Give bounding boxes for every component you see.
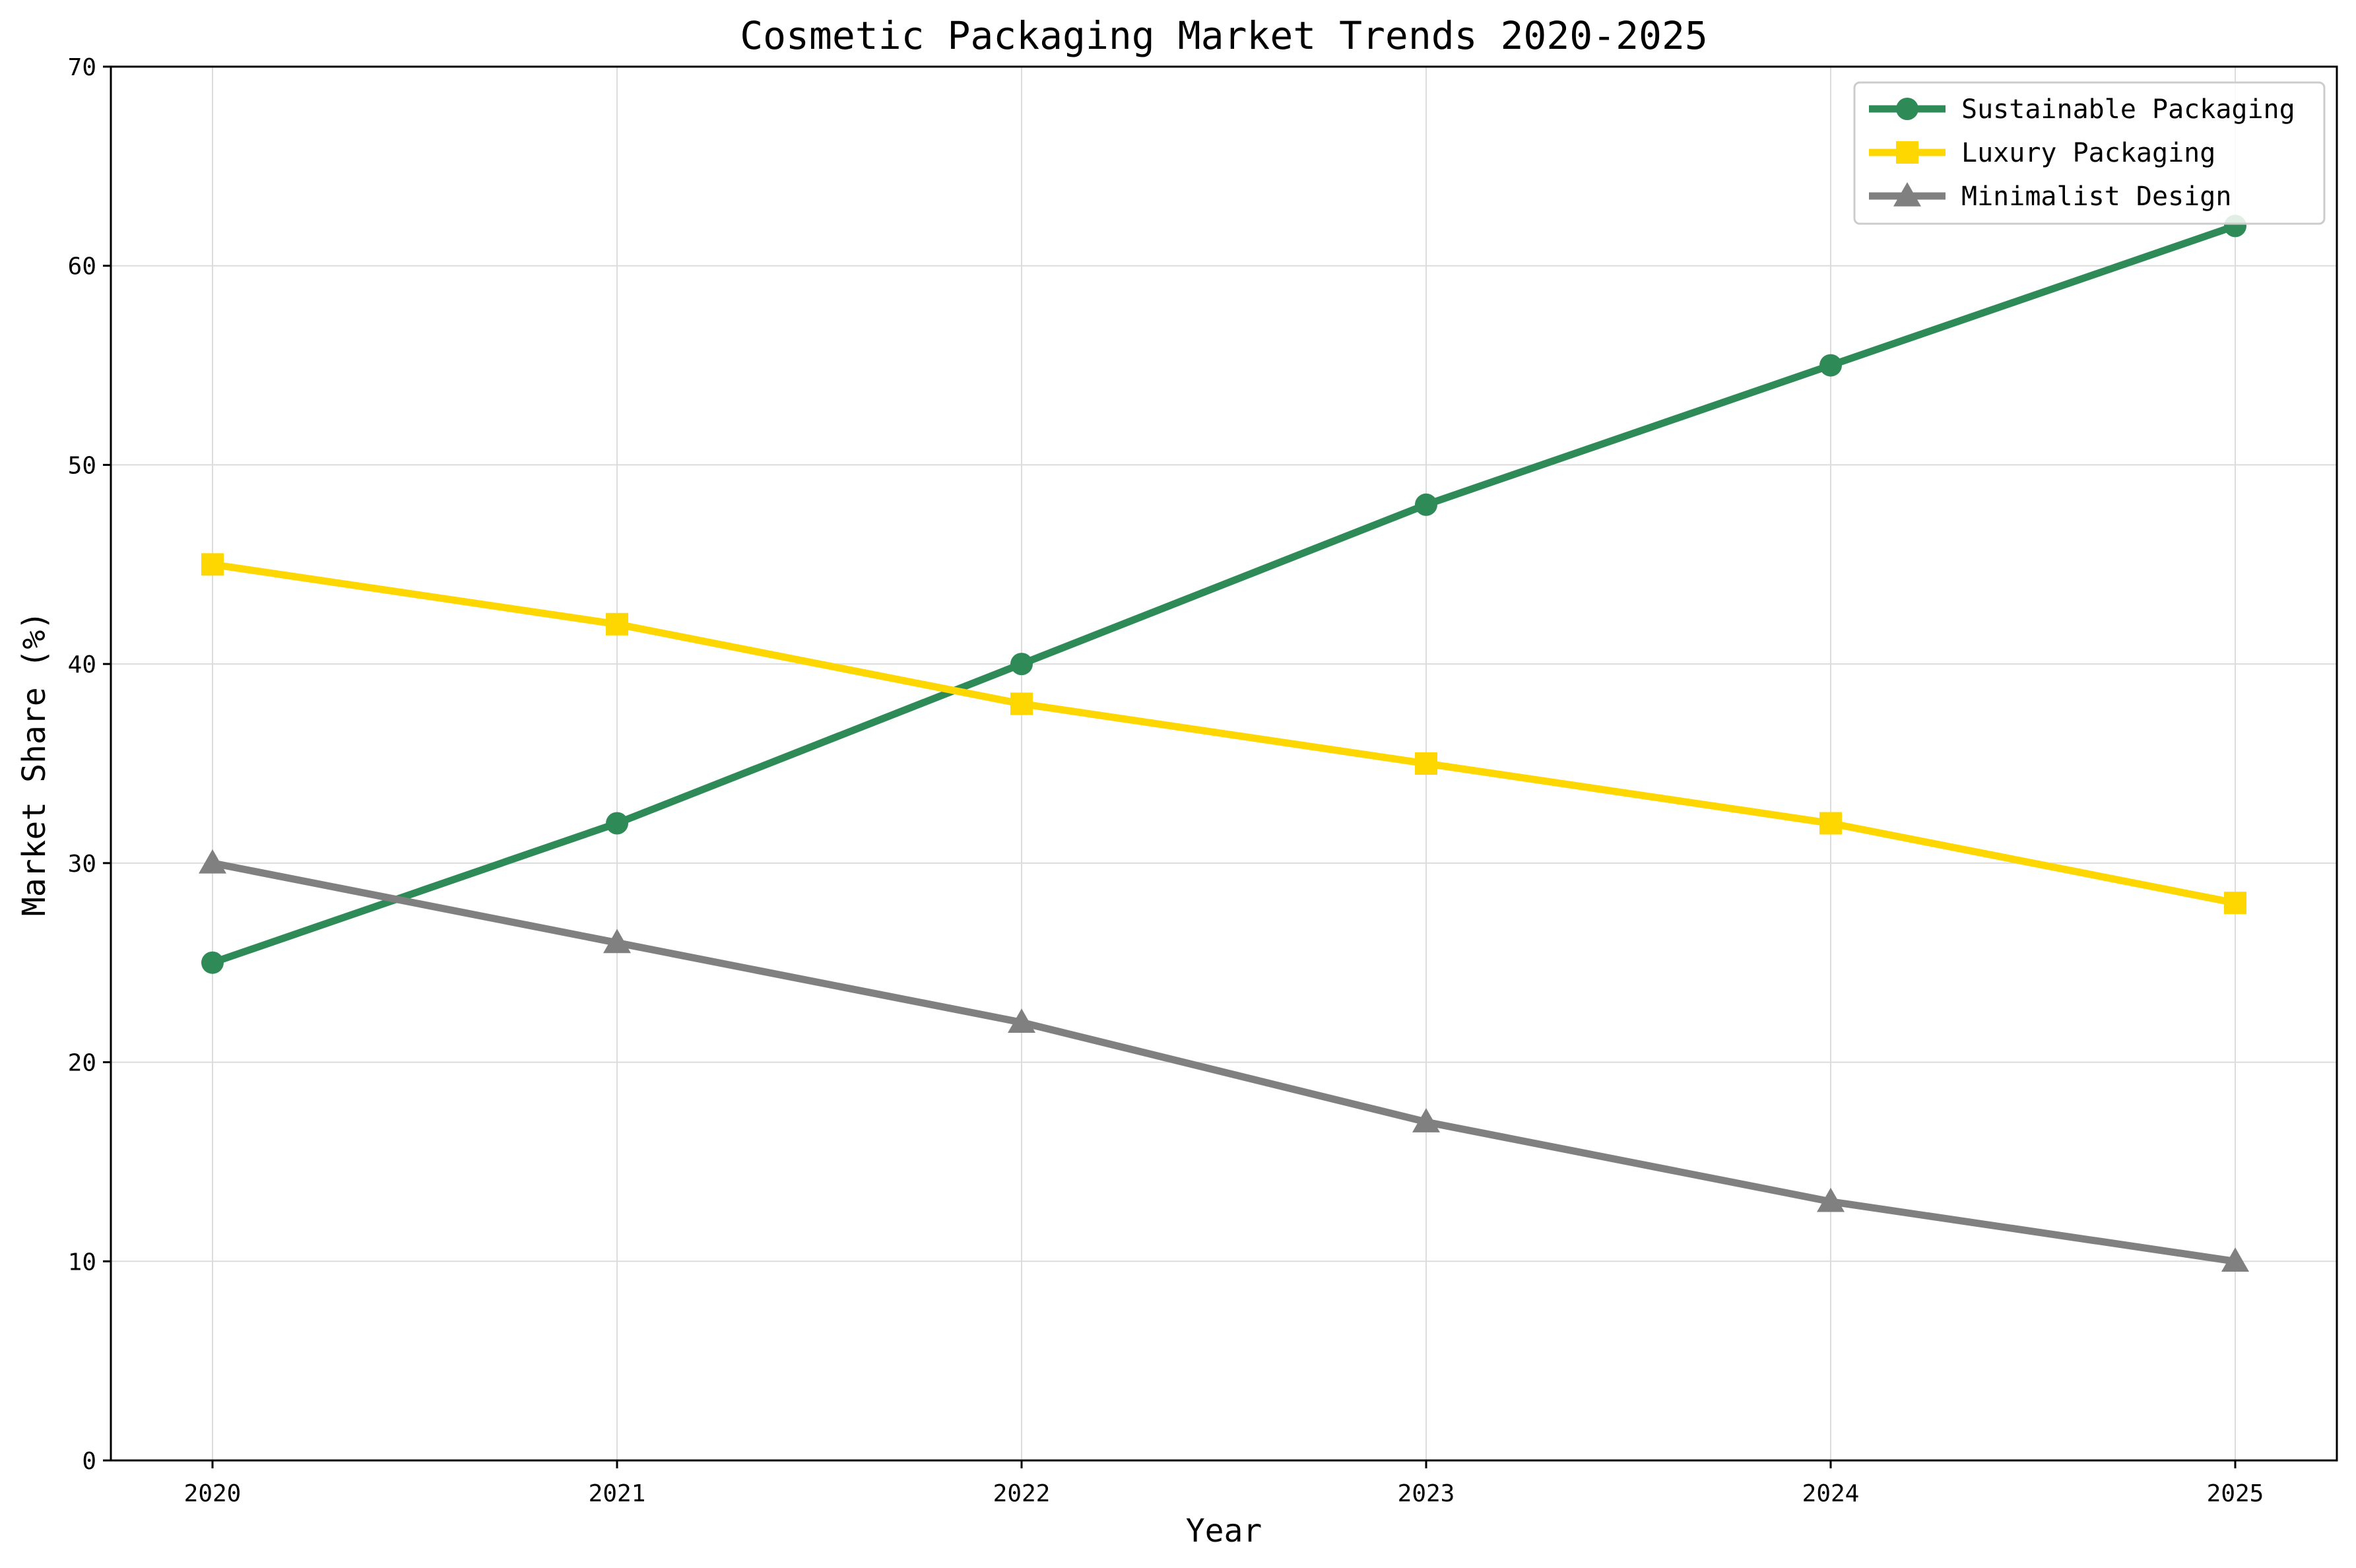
x-tick-label: 2022 [993,1480,1051,1507]
data-point-circle [201,951,224,974]
chart-title: Cosmetic Packaging Market Trends 2020-20… [740,13,1708,58]
axis-ticks: 0 10 20 30 40 50 60 70 2020 2021 2022 2023 2024 2025 [68,54,2264,1507]
data-point-square [1010,692,1033,715]
data-point-triangle [603,929,631,954]
legend-entry: Sustainable Packaging [1869,94,2295,125]
y-axis-label: Market Share (%) [16,611,53,916]
series-group [199,214,2249,1272]
legend-label: Luxury Packaging [1961,138,2215,168]
data-point-circle [1819,354,1842,377]
legend-marker-circle [1896,98,1918,120]
x-tick-label: 2021 [589,1480,646,1507]
legend-label: Sustainable Packaging [1961,94,2295,125]
x-tick-label: 2023 [1398,1480,1455,1507]
data-point-square [1819,812,1842,835]
y-tick-label: 10 [68,1249,96,1276]
series-luxury-packaging [201,553,2246,915]
x-axis-label: Year [1186,1513,1262,1550]
legend-box [1853,81,2326,225]
data-point-triangle [1817,1187,1845,1212]
x-tick-label: 2025 [2207,1480,2264,1507]
grid [111,66,2337,1461]
legend: Sustainable Packaging Luxury Packaging Min… [1853,81,2326,225]
y-tick-label: 20 [68,1050,96,1077]
x-tick-label: 2024 [1802,1480,1860,1507]
data-point-circle [606,812,628,835]
data-point-square [1415,752,1437,775]
series-line [209,222,2239,967]
series-line [209,859,2239,1265]
y-tick-label: 30 [68,851,96,878]
data-point-square [201,553,224,576]
data-point-circle [1010,653,1033,676]
y-tick-label: 60 [68,253,96,280]
y-tick-label: 40 [68,651,96,678]
legend-label: Minimalist Design [1961,181,2231,212]
legend-entries: Sustainable Packaging Luxury Packaging Min… [1869,94,2295,212]
series-line [209,560,2239,907]
data-point-triangle [1412,1108,1440,1132]
data-point-circle [1415,493,1437,516]
data-point-triangle [199,849,226,874]
legend-marker-triangle [1893,182,1921,207]
y-tick-label: 50 [68,452,96,479]
data-point-triangle [2221,1247,2249,1272]
y-tick-label: 70 [68,54,96,81]
plot-frame [110,65,2338,1462]
legend-entry: Luxury Packaging [1869,138,2215,168]
data-point-square [2224,892,2246,915]
data-point-triangle [1008,1008,1035,1033]
data-point-square [606,612,628,636]
legend-marker-square [1896,141,1918,164]
legend-entry: Minimalist Design [1869,181,2231,212]
series-minimalist-design [199,849,2249,1272]
series-sustainable-packaging [201,214,2246,974]
y-tick-label: 0 [82,1448,96,1475]
x-tick-label: 2020 [184,1480,242,1507]
